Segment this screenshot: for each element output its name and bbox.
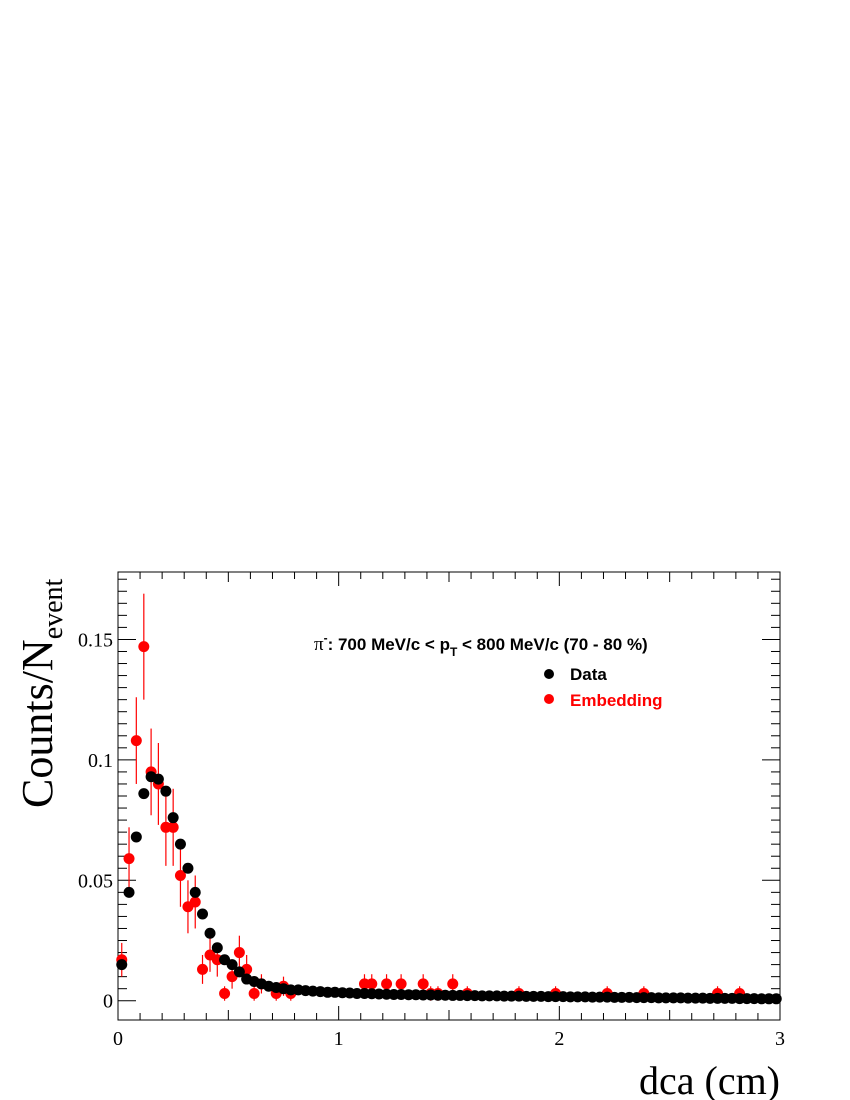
x-tick-label: 1 [334,1028,344,1050]
embedding-point [219,988,231,1000]
data-point [130,831,142,843]
embedding-point [130,735,142,747]
data-point [770,993,782,1005]
embedding-point [381,978,393,990]
data-point [160,785,172,797]
embedding-point [138,641,150,653]
chart-annotation: π-: 700 MeV/c < pT < 800 MeV/c (70 - 80 … [314,631,648,659]
embedding-point [248,988,260,1000]
embedding-point [233,947,245,959]
data-point [197,908,209,920]
embedding-point [395,978,407,990]
y-tick-label: 0 [103,991,113,1013]
data-point [167,812,179,824]
legend-label-data: Data [570,665,607,684]
y-tick-label: 0.05 [78,870,113,892]
x-axis-tick-labels: 0 1 2 3 [113,1028,785,1050]
x-axis-ticks [117,572,781,1020]
legend-label-embedding: Embedding [570,691,663,710]
embedding-point [189,896,201,908]
annotation-text-1: : 700 MeV/c < p [328,635,450,654]
y-tick-label: 0.1 [88,750,113,772]
x-axis-title: dca (cm) [639,1058,780,1100]
y-axis-ticks [118,578,780,1002]
embedding-point [167,821,179,833]
y-axis-title: Counts/Nevent [13,578,69,808]
legend: Data Embedding [544,665,663,710]
data-point [226,959,238,971]
x-tick-label: 2 [554,1028,564,1050]
y-tick-label: 0.15 [78,629,113,651]
data-point [189,886,201,898]
data-point [233,966,245,978]
annotation-charge: - [324,631,328,645]
y-axis-tick-labels: 0 0.05 0.1 0.15 [78,629,113,1012]
data-point [116,959,128,971]
data-point [182,862,194,874]
x-tick-label: 0 [113,1028,123,1050]
data-series [116,771,782,1005]
annotation-text-2: < 800 MeV/c (70 - 80 %) [457,635,647,654]
y-axis-title-sub: event [38,578,69,639]
data-point [138,788,150,800]
data-point [204,927,216,939]
data-point [211,942,223,954]
embedding-point [197,963,209,975]
embedding-point [447,978,459,990]
embedding-point [174,869,186,881]
embedding-point [123,853,135,865]
data-point [152,773,164,785]
data-point [123,886,135,898]
annotation-particle: π [314,634,324,655]
y-axis-title-main: Counts/N [13,639,62,808]
embedding-point [366,978,378,990]
annotation-subscript: T [450,645,458,659]
x-tick-label: 3 [775,1028,785,1050]
data-point [174,838,186,850]
legend-marker-embedding [544,694,554,704]
embedding-point [417,978,429,990]
legend-marker-data [544,669,554,679]
